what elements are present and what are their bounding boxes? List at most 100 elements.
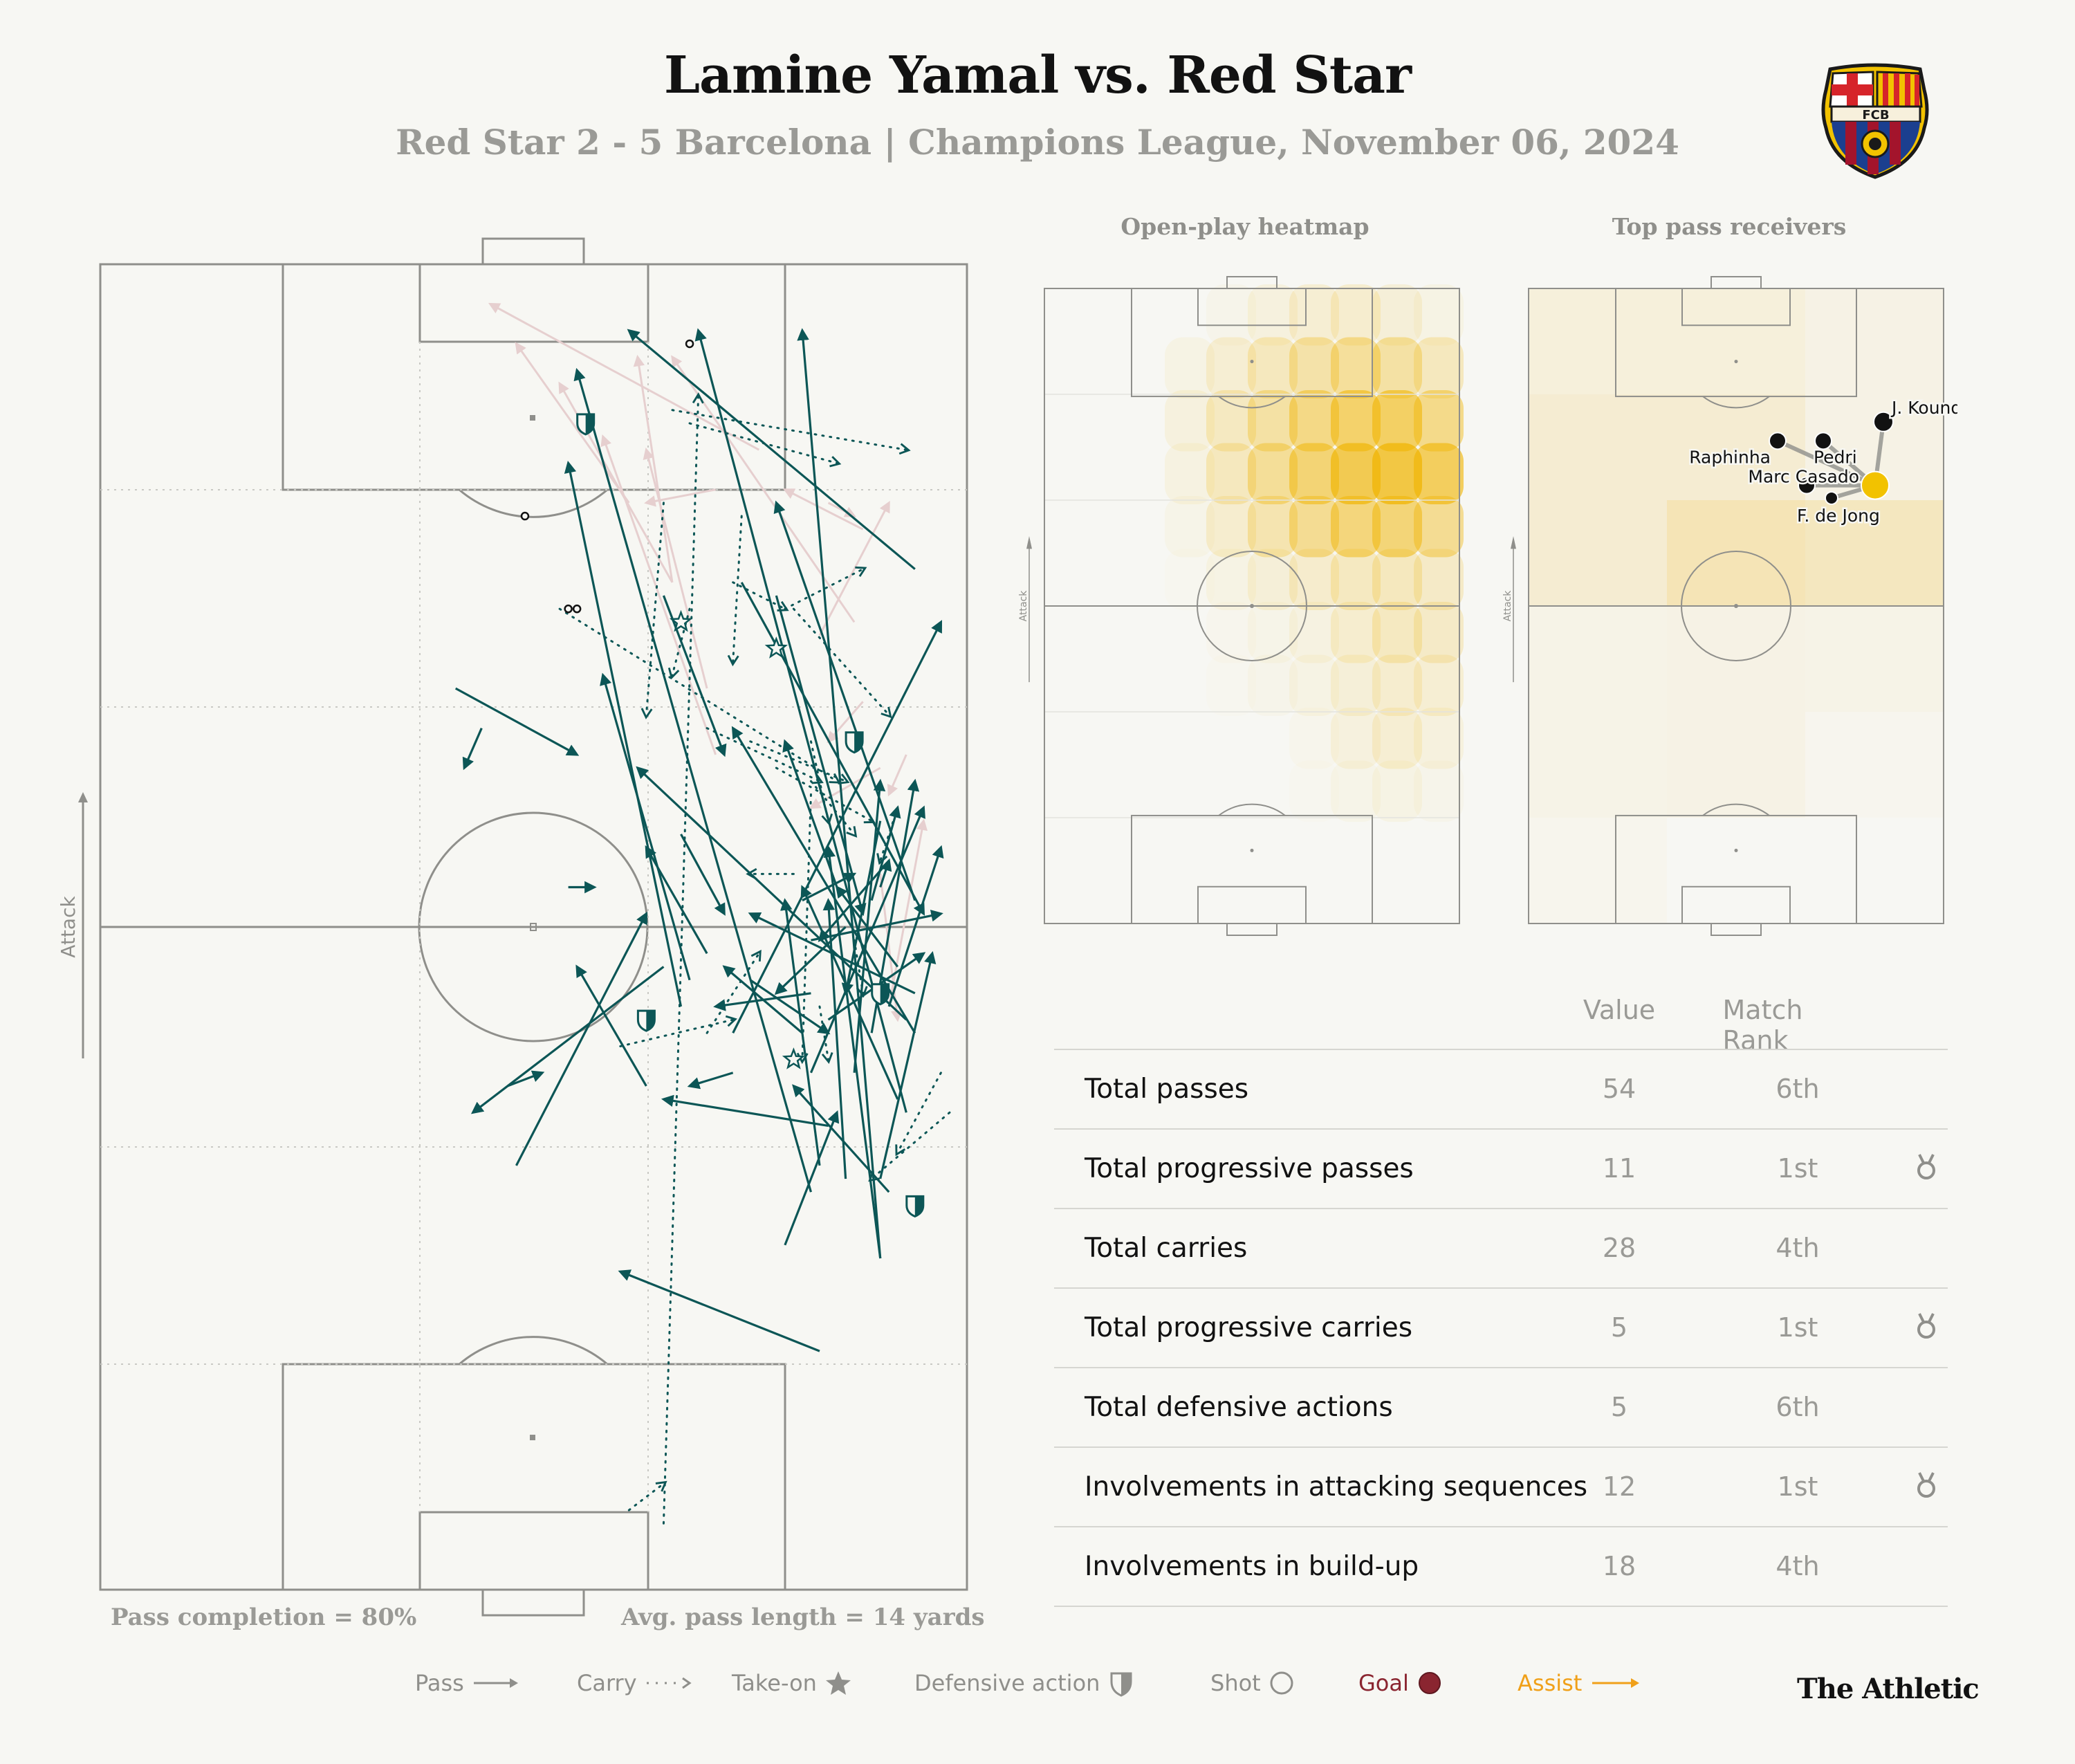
heatmap-cell <box>1372 390 1422 452</box>
carry-arrow <box>662 392 704 1525</box>
heatmap-cell <box>1165 390 1215 452</box>
carry-arrow <box>818 1005 833 1065</box>
attack-label: Attack <box>1502 590 1513 622</box>
heatmap-cell <box>1206 496 1256 558</box>
heatmap-cell <box>1414 654 1464 716</box>
stat-label: Total defensive actions <box>1085 1392 1393 1423</box>
heatmap-cell <box>1248 549 1298 610</box>
receiver-zone <box>1529 288 1667 394</box>
stat-rank: 1st <box>1777 1153 1818 1184</box>
legend-defensive-label: Defensive action <box>914 1670 1100 1696</box>
stat-rank: 1st <box>1777 1312 1818 1343</box>
centre-circle <box>1197 551 1307 661</box>
take-on-star <box>669 609 693 632</box>
centre-spot <box>1734 604 1738 608</box>
heatmap-cell <box>1165 496 1215 558</box>
failed-pass-arrow <box>818 500 890 636</box>
penalty-arc <box>1702 396 1770 409</box>
pitch-grid <box>100 342 967 1512</box>
receivers-title: Top pass receivers <box>1612 213 1847 240</box>
heatmap-cell <box>1372 549 1422 610</box>
carry-arrow <box>558 607 841 784</box>
stat-value: 18 <box>1602 1551 1636 1581</box>
take-on-star <box>782 1047 805 1069</box>
carry-arrow-icon <box>646 1677 692 1689</box>
goal <box>1710 923 1762 936</box>
carry-arrow <box>706 727 824 784</box>
carry-arrow <box>706 949 762 1034</box>
pass-arrow <box>782 739 838 888</box>
penalty-spot <box>1734 848 1738 852</box>
legend-goal-label: Goal <box>1358 1670 1409 1696</box>
defensive-action-shield-fill <box>854 732 863 753</box>
goal <box>1226 923 1278 936</box>
legend-carry-label: Carry <box>577 1670 637 1696</box>
stat-value: 5 <box>1610 1392 1628 1422</box>
pass-arrow <box>811 910 943 941</box>
pass-arrow <box>749 979 831 1035</box>
pass-arrow <box>575 964 647 1087</box>
brand-logo: The Athletic <box>1797 1673 1980 1705</box>
carry-arrow <box>792 607 892 719</box>
heatmap-cell <box>1331 443 1381 504</box>
failed-pass-arrow <box>827 701 864 744</box>
rank-column-header: Match Rank <box>1722 995 1803 1056</box>
receiver-label: Raphinha <box>1689 447 1771 467</box>
heatmap-cell <box>1165 337 1215 398</box>
pass-arrow <box>470 966 665 1114</box>
six-yard-box <box>1681 885 1791 924</box>
carry-arrow <box>775 766 876 824</box>
pass-arrow <box>740 582 925 916</box>
stat-value: 5 <box>1610 1312 1628 1343</box>
pass-arrow <box>818 860 890 942</box>
pass-arrow <box>792 1084 890 1193</box>
legend-assist-label: Assist <box>1518 1670 1583 1696</box>
heatmap-cell <box>1414 390 1464 452</box>
legend-take-on: Take-on <box>732 1669 853 1703</box>
passes <box>454 328 944 1352</box>
receiver-zone <box>1529 712 1667 818</box>
stat-row: Total defensive actions 5 6th <box>1054 1367 1948 1446</box>
carry-arrow <box>627 1480 667 1512</box>
heatmap-cell <box>1372 760 1422 822</box>
legend-assist: Assist <box>1518 1669 1642 1703</box>
failed-pass-arrow <box>643 448 708 689</box>
pass-arrow <box>618 1269 820 1352</box>
receiver-label: F. de Jong <box>1797 506 1880 526</box>
stats-rows: Total passes 54 6th Total progressive passe… <box>1054 1049 1948 1607</box>
heatmap-cell <box>1331 708 1381 769</box>
failed-pass-arrow <box>644 488 716 507</box>
pass-completion: Pass completion = 80% <box>111 1604 417 1631</box>
carry-arrow <box>640 502 665 719</box>
pass-arrow <box>661 1094 829 1127</box>
penalty-spot <box>1250 360 1254 364</box>
pass-arrow <box>687 1072 734 1090</box>
failed-pass-arrow <box>515 342 630 504</box>
pass-arrow <box>573 367 812 1193</box>
receiver-zone <box>1667 606 1805 712</box>
pass-arrow <box>800 885 899 1100</box>
heatmap-cell <box>1414 708 1464 769</box>
heatmap-title: Open-play heatmap <box>1120 213 1370 240</box>
legend-shot-label: Shot <box>1210 1670 1261 1696</box>
heatmap-cell <box>1414 443 1464 504</box>
pass-arrow <box>722 965 803 1034</box>
heatmap-cell <box>1248 443 1298 504</box>
stat-rank: 4th <box>1776 1233 1820 1263</box>
shot-circle-icon <box>1270 1671 1293 1695</box>
penalty-arc <box>1218 803 1286 816</box>
stat-label: Involvements in attacking sequences <box>1085 1471 1588 1503</box>
attack-arrow-head <box>1511 536 1516 549</box>
receiver-node <box>1798 476 1816 495</box>
receiver-link <box>1776 439 1876 488</box>
pass-arrow <box>797 328 882 1259</box>
pass-arrow <box>887 845 944 1007</box>
heatmap-cell <box>1206 549 1256 610</box>
receiver-node <box>1873 411 1894 432</box>
legend-shot: Shot <box>1210 1669 1295 1703</box>
pass-arrow <box>774 926 847 995</box>
heatmap-cell <box>1372 496 1422 558</box>
medal-icon <box>1917 1154 1935 1179</box>
attack-label: Attack <box>1018 590 1029 622</box>
